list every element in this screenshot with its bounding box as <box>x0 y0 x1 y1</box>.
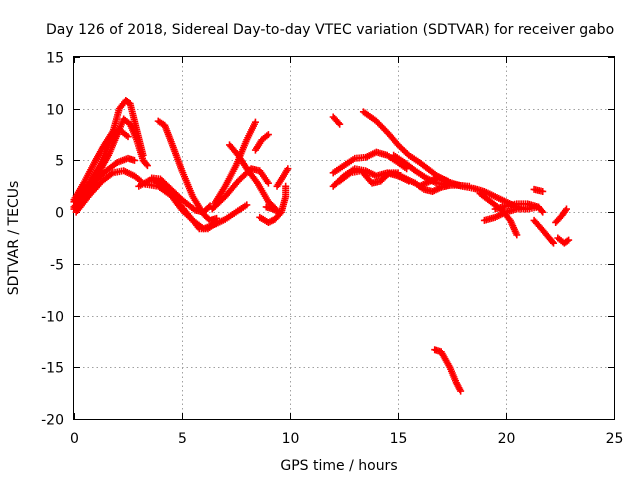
y-tick-label: 10 <box>46 103 64 119</box>
y-tick-label: -20 <box>41 413 64 429</box>
y-tick-label: 0 <box>55 206 64 222</box>
data-point <box>513 231 521 239</box>
series-arc-11 <box>208 165 272 213</box>
y-tick-label: 15 <box>46 51 64 67</box>
series-arc-12 <box>226 141 279 212</box>
data-point <box>264 131 272 139</box>
series-arc-20 <box>336 167 402 187</box>
series-arc-4 <box>70 154 138 213</box>
data-point <box>139 151 147 159</box>
series-arc-32 <box>554 234 573 247</box>
series-arc-28 <box>491 200 542 213</box>
data-point <box>264 179 272 187</box>
series-arc-10 <box>210 118 259 208</box>
plot-frame <box>73 56 615 420</box>
data-point <box>282 182 290 190</box>
series-arc-13 <box>251 131 272 154</box>
data-point <box>130 156 138 164</box>
y-tick-label: -5 <box>50 258 64 274</box>
y-axis-label: SDTVAR / TECUs <box>6 181 22 296</box>
data-point <box>534 203 542 211</box>
x-tick-label: 5 <box>178 431 187 447</box>
data-point <box>284 165 292 173</box>
data-point <box>538 207 546 215</box>
series-arc-30 <box>530 216 558 247</box>
x-tick-label: 0 <box>70 431 79 447</box>
x-tick-label: 10 <box>282 431 300 447</box>
axis-ticks: 0 5 10 15 20 25 -20 -15 -10 -5 0 5 10 15 <box>41 51 623 448</box>
data-point <box>539 208 547 216</box>
data-point <box>565 236 573 244</box>
data-point <box>243 201 251 209</box>
y-tick-label: -10 <box>41 310 64 326</box>
series-arc-29 <box>530 185 547 195</box>
data-point <box>562 205 570 213</box>
series-arc-15 <box>256 182 290 226</box>
data-point <box>251 118 259 126</box>
grid-lines <box>74 57 614 419</box>
data-point <box>336 120 344 128</box>
series-arc-33 <box>431 346 465 395</box>
y-tick-label: -15 <box>41 361 64 377</box>
series-arc-17 <box>329 113 344 128</box>
x-tick-label: 20 <box>498 431 516 447</box>
data-point <box>563 237 571 245</box>
series-arc-31 <box>552 205 570 226</box>
chart-title: Day 126 of 2018, Sidereal Day-to-day VTE… <box>46 22 614 38</box>
data-point <box>334 119 342 127</box>
x-tick-label: 15 <box>390 431 408 447</box>
data-point <box>124 133 132 141</box>
data-point <box>142 160 150 168</box>
data-point <box>548 238 556 246</box>
data-point <box>143 162 151 170</box>
series-arc-7 <box>141 180 221 233</box>
data-point <box>384 170 392 178</box>
series-arc-5 <box>72 167 145 216</box>
x-tick-label: 25 <box>606 431 624 447</box>
data-point <box>213 214 221 222</box>
data-point <box>550 239 558 247</box>
series-arc-16 <box>273 165 292 190</box>
data-point <box>457 387 465 395</box>
y-tick-label: 5 <box>55 154 64 170</box>
series-arc-25 <box>437 179 547 216</box>
data-point <box>539 187 547 195</box>
data-series <box>70 96 573 395</box>
series-arc-3 <box>70 127 132 204</box>
series-arc-27 <box>480 205 532 224</box>
x-axis-label: GPS time / hours <box>280 458 397 474</box>
